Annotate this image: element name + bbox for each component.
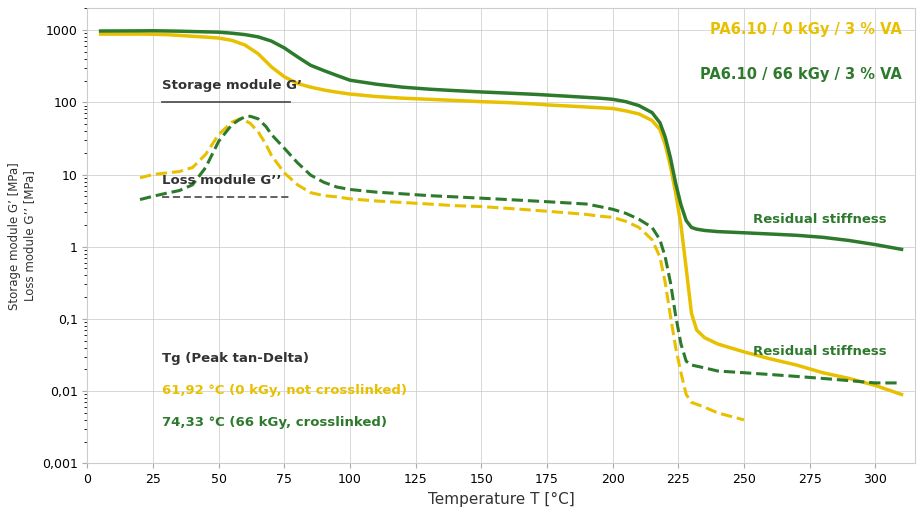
Text: Loss module G’’: Loss module G’’ <box>162 175 282 187</box>
Text: Storage module G’: Storage module G’ <box>162 79 302 92</box>
Text: PA6.10 / 66 kGy / 3 % VA: PA6.10 / 66 kGy / 3 % VA <box>701 67 903 82</box>
Text: PA6.10 / 0 kGy / 3 % VA: PA6.10 / 0 kGy / 3 % VA <box>711 22 903 37</box>
Text: Tg (Peak tan-Delta): Tg (Peak tan-Delta) <box>162 352 309 365</box>
X-axis label: Temperature T [°C]: Temperature T [°C] <box>427 492 574 507</box>
Text: 74,33 °C (66 kGy, crosslinked): 74,33 °C (66 kGy, crosslinked) <box>162 416 387 428</box>
Text: Residual stiffness: Residual stiffness <box>753 346 887 358</box>
Text: 61,92 °C (0 kGy, not crosslinked): 61,92 °C (0 kGy, not crosslinked) <box>162 384 407 397</box>
Text: Residual stiffness: Residual stiffness <box>753 213 887 227</box>
Y-axis label: Storage module G’ [MPa]
Loss module G’’ [MPa]: Storage module G’ [MPa] Loss module G’’ … <box>8 162 36 310</box>
